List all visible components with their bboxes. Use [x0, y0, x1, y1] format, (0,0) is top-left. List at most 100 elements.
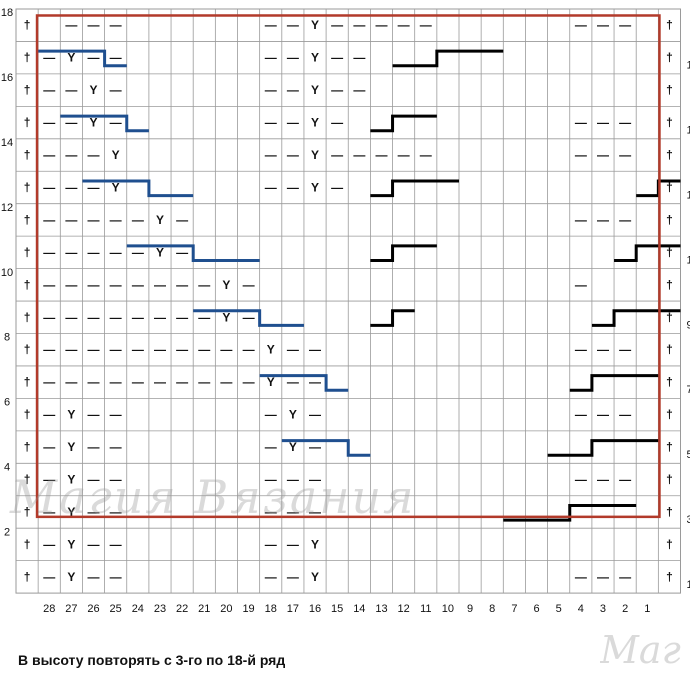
row-number-label-right: 1: [687, 579, 690, 591]
y-stitch-symbol: Y: [311, 570, 319, 584]
edge-stitch-right: †: [666, 570, 673, 584]
purl-dash-symbol: —: [110, 473, 122, 487]
edge-stitch-left: †: [24, 473, 31, 487]
purl-dash-symbol: —: [575, 473, 587, 487]
purl-dash-symbol: —: [309, 505, 321, 519]
row-number-label-right: 7: [687, 384, 690, 396]
purl-dash-symbol: —: [287, 343, 299, 357]
blue-cable-step: [281, 439, 371, 457]
edge-stitch-right: †: [666, 51, 673, 65]
y-stitch-symbol: Y: [222, 278, 230, 292]
purl-dash-symbol: —: [375, 148, 387, 162]
y-stitch-symbol: Y: [67, 440, 75, 454]
purl-dash-symbol: —: [331, 18, 343, 32]
y-stitch-symbol: Y: [289, 408, 297, 422]
purl-dash-symbol: —: [575, 213, 587, 227]
purl-dash-symbol: —: [287, 570, 299, 584]
y-stitch-symbol: Y: [311, 148, 319, 162]
blue-cable-step: [38, 49, 127, 68]
purl-dash-symbol: —: [309, 408, 321, 422]
purl-dash-symbol: —: [575, 148, 587, 162]
purl-dash-symbol: —: [65, 180, 77, 194]
purl-dash-symbol: —: [110, 310, 122, 324]
edge-stitch-right: †: [666, 505, 673, 519]
row-number-label-right: 15: [687, 125, 690, 137]
purl-dash-symbol: —: [420, 148, 432, 162]
black-cable-step: [370, 114, 437, 133]
purl-dash-symbol: —: [110, 537, 122, 551]
purl-dash-symbol: —: [265, 51, 277, 65]
edge-stitch-right: †: [666, 180, 673, 194]
purl-dash-symbol: —: [43, 51, 55, 65]
column-number-label: 22: [176, 603, 188, 615]
edge-stitch-right: †: [666, 310, 673, 324]
purl-dash-symbol: —: [198, 278, 210, 292]
purl-dash-symbol: —: [353, 51, 365, 65]
purl-dash-symbol: —: [132, 213, 144, 227]
purl-dash-symbol: —: [243, 310, 255, 324]
purl-dash-symbol: —: [265, 570, 277, 584]
purl-dash-symbol: —: [43, 570, 55, 584]
y-stitch-symbol: Y: [311, 116, 319, 130]
column-number-label: 19: [242, 603, 254, 615]
black-cable-step: [503, 503, 637, 522]
purl-dash-symbol: —: [287, 537, 299, 551]
purl-dash-symbol: —: [88, 537, 100, 551]
row-number-label-left: 14: [1, 137, 13, 149]
purl-dash-symbol: —: [88, 148, 100, 162]
purl-dash-symbol: —: [43, 278, 55, 292]
purl-dash-symbol: —: [43, 408, 55, 422]
purl-dash-symbol: —: [309, 343, 321, 357]
purl-dash-symbol: —: [176, 245, 188, 259]
column-number-label: 8: [489, 603, 495, 615]
y-stitch-symbol: Y: [289, 440, 297, 454]
purl-dash-symbol: —: [43, 505, 55, 519]
edge-stitch-left: †: [24, 408, 31, 422]
column-number-label: 14: [353, 603, 365, 615]
y-stitch-symbol: Y: [311, 18, 319, 32]
purl-dash-symbol: —: [575, 278, 587, 292]
purl-dash-symbol: —: [398, 18, 410, 32]
purl-dash-symbol: —: [265, 537, 277, 551]
purl-dash-symbol: —: [597, 116, 609, 130]
black-cable-step: [547, 439, 659, 457]
repeat-area-border: [35, 14, 661, 519]
edge-stitch-right: †: [666, 343, 673, 357]
purl-dash-symbol: —: [575, 570, 587, 584]
edge-stitch-right: †: [666, 18, 673, 32]
purl-dash-symbol: —: [287, 180, 299, 194]
purl-dash-symbol: —: [110, 440, 122, 454]
purl-dash-symbol: —: [132, 310, 144, 324]
edge-stitch-right: †: [666, 278, 673, 292]
purl-dash-symbol: —: [287, 505, 299, 519]
edge-stitch-left: †: [24, 278, 31, 292]
purl-dash-symbol: —: [353, 83, 365, 97]
purl-dash-symbol: —: [132, 375, 144, 389]
purl-dash-symbol: —: [110, 245, 122, 259]
black-cable-step: [591, 309, 681, 327]
edge-stitch-right: †: [666, 408, 673, 422]
black-cable-step: [569, 374, 659, 392]
purl-dash-symbol: —: [88, 278, 100, 292]
purl-dash-symbol: —: [110, 375, 122, 389]
purl-dash-symbol: —: [43, 343, 55, 357]
blue-cable-step: [193, 309, 304, 327]
purl-dash-symbol: —: [420, 18, 432, 32]
row-number-label-right: 11: [687, 254, 690, 266]
row-number-label-left: 12: [1, 202, 13, 214]
purl-dash-symbol: —: [110, 408, 122, 422]
purl-dash-symbol: —: [43, 245, 55, 259]
purl-dash-symbol: —: [198, 310, 210, 324]
purl-dash-symbol: —: [176, 278, 188, 292]
column-number-label: 4: [578, 603, 584, 615]
column-number-label: 11: [420, 603, 431, 615]
purl-dash-symbol: —: [176, 310, 188, 324]
y-stitch-symbol: Y: [311, 537, 319, 551]
y-stitch-symbol: Y: [311, 180, 319, 194]
purl-dash-symbol: —: [575, 18, 587, 32]
column-number-label: 26: [87, 603, 99, 615]
purl-dash-symbol: —: [575, 408, 587, 422]
purl-dash-symbol: —: [619, 18, 631, 32]
y-stitch-symbol: Y: [156, 245, 164, 259]
edge-stitch-left: †: [24, 310, 31, 324]
